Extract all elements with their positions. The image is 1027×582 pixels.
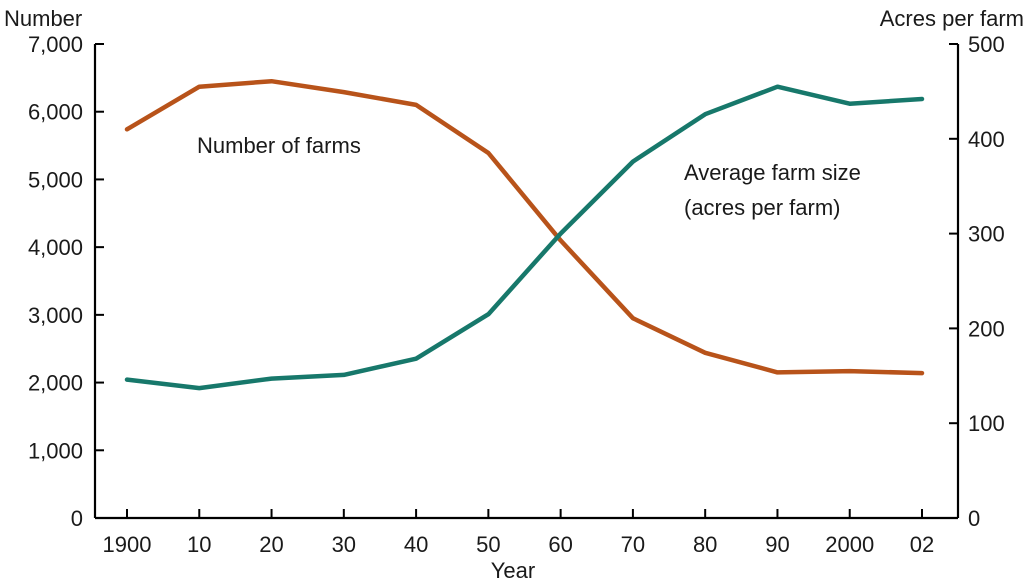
x-tick-label: 50 xyxy=(476,532,500,557)
left-axis-title: Number xyxy=(4,6,82,31)
x-tick-label: 2000 xyxy=(825,532,874,557)
series-layer xyxy=(124,78,925,391)
average-farm-size-line xyxy=(124,84,925,391)
right-tick-label: 500 xyxy=(968,32,1005,57)
left-tick-label: 1,000 xyxy=(28,438,83,463)
left-tick-label: 7,000 xyxy=(28,32,83,57)
x-tick-label: 02 xyxy=(910,532,934,557)
right-tick-label: 100 xyxy=(968,411,1005,436)
left-tick-label: 6,000 xyxy=(28,100,83,125)
x-axis-title: Year xyxy=(491,558,535,582)
right-axis-title: Acres per farm xyxy=(880,6,1024,31)
left-tick-label: 5,000 xyxy=(28,167,83,192)
left-tick-label: 0 xyxy=(71,506,83,531)
number-of-farms-line xyxy=(124,78,925,376)
right-tick-label: 0 xyxy=(968,506,980,531)
left-tick-label: 3,000 xyxy=(28,303,83,328)
left-tick-label: 2,000 xyxy=(28,371,83,396)
x-axis-ticks: 1900 10 20 30 40 50 60 70 80 90 2000 02 xyxy=(103,509,934,557)
average-farm-size-label: Average farm size xyxy=(684,160,861,185)
x-tick-label: 1900 xyxy=(103,532,152,557)
right-axis-ticks: 0 100 200 300 400 500 xyxy=(949,32,1005,531)
x-tick-label: 20 xyxy=(259,532,283,557)
x-tick-label: 70 xyxy=(621,532,645,557)
average-farm-size-units-label: (acres per farm) xyxy=(684,195,840,220)
x-tick-label: 10 xyxy=(187,532,211,557)
number-of-farms-label: Number of farms xyxy=(197,133,361,158)
right-tick-label: 200 xyxy=(968,316,1005,341)
right-tick-label: 400 xyxy=(968,127,1005,152)
right-tick-label: 300 xyxy=(968,222,1005,247)
x-tick-label: 40 xyxy=(404,532,428,557)
x-tick-label: 30 xyxy=(332,532,356,557)
x-tick-label: 60 xyxy=(548,532,572,557)
x-tick-label: 80 xyxy=(693,532,717,557)
left-axis-ticks: 0 1,000 2,000 3,000 4,000 5,000 6,000 7,000 xyxy=(28,32,104,531)
left-tick-label: 4,000 xyxy=(28,235,83,260)
x-tick-label: 90 xyxy=(765,532,789,557)
